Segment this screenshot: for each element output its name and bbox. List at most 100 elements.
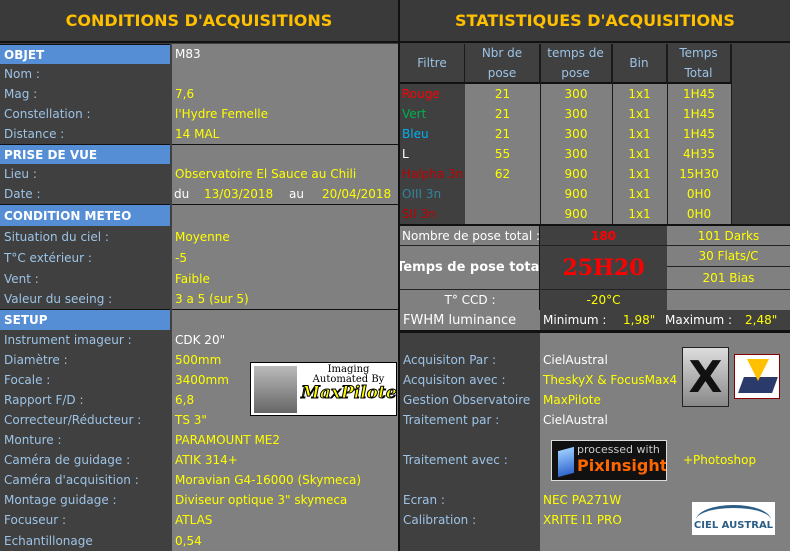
filter-count [465,204,540,224]
field-value: Diviseur optique 3" skymeca [175,493,348,507]
column-header: temps de pose [540,44,612,84]
field-label: Caméra de guidage : [4,453,131,467]
info-value: CielAustral [543,413,608,427]
filter-name: OIII 3n [402,187,442,201]
logo-text: CIEL AUSTRAL [693,520,774,531]
divider [398,0,400,551]
logo-line1: processed with [577,443,660,456]
telescope-photo [254,366,297,413]
date-au: au [289,187,304,201]
date-start: 13/03/2018 [204,187,274,201]
darks: 101 Darks [667,226,790,246]
field-value: TS 3" [175,413,207,427]
column-divider [731,44,732,224]
fwhm-min: 1,98" [623,313,656,327]
field-label: Rapport F/D : [4,393,84,407]
filter-count: 55 [494,147,511,161]
field-label: Constellation : [4,107,91,121]
section-header: CONDITION METEO [0,204,170,226]
pixinsight-logo: processed with PixInsight [551,440,667,481]
field-label: Nom : [4,67,40,81]
filter-bin: 1x1 [628,87,651,101]
column-header: Bin [612,44,667,84]
filter-name: Vert [402,107,427,121]
focusmax-icon [734,354,780,399]
column-header-line: pose [561,66,590,80]
flats: 30 Flats/C [667,246,790,267]
section-header: PRISE DE VUE [0,144,170,164]
column-header-line: temps de [547,46,604,60]
logo-line2: Automated By [312,374,385,385]
field-label: Montage guidage : [4,493,117,507]
empty-cell [667,290,790,310]
info-label: Gestion Observatoire [403,393,531,407]
field-label: Distance : [4,127,65,141]
filter-count: 21 [494,87,511,101]
separator [172,144,398,145]
info-value: CielAustral [543,353,608,367]
fwhm-label: FWHM luminance [400,310,540,330]
field-label: Situation du ciel : [4,229,109,244]
date-du: du [174,187,190,201]
fwhm-max: 2,48" [745,313,778,327]
filter-exposure: 300 [564,147,588,161]
field-label: Correcteur/Réducteur : [4,413,142,427]
field-label: Date : [4,187,41,201]
cielaustral-logo: CIEL AUSTRAL [692,502,775,535]
value-column [172,44,398,551]
column-header: Nbr de pose [465,44,540,84]
field-value: 500mm [175,353,222,367]
info-value: XRITE I1 PRO [543,513,622,527]
info-value: NEC PA271W [543,493,622,507]
filter-total: 0H0 [686,187,712,201]
field-label: T°C extérieur : [4,250,92,265]
filter-total: 4H35 [683,147,715,161]
total-count-label: Nombre de pose total : [400,226,540,246]
field-value: ATLAS [175,513,213,527]
separator [172,309,398,310]
field-label: Focuseur : [4,513,67,527]
column-header-line: Bin [629,56,649,70]
field-value: 7,6 [175,87,195,101]
filter-name: Bleu [402,127,429,141]
filter-count [465,184,540,204]
field-value: 14 MAL [175,127,220,141]
field-value: 3 a 5 (sur 5) [175,292,249,306]
field-label: Echantillonage [4,533,93,548]
field-label: Lieu : [4,167,37,181]
field-value: -5 [175,250,187,265]
column-header: Filtre [400,44,465,84]
filter-name: L [402,147,409,161]
filter-total: 1H45 [683,87,715,101]
field-value: M83 [175,47,201,61]
separator [172,204,398,205]
filter-count: 21 [494,107,511,121]
bias: 201 Bias [667,267,790,290]
column-header-line: pose [487,66,517,80]
filter-count: 62 [494,167,511,181]
fwhm-min-label: Minimum : [543,313,607,327]
logo-brand: MaxPilote [301,383,397,403]
filter-exposure: 300 [564,107,588,121]
info-value: +Photoshop [683,453,757,467]
filter-bin: 1x1 [628,127,651,141]
filter-count: 21 [494,127,511,141]
field-label: Instrument imageur : [4,333,132,347]
section-header: SETUP [0,309,170,330]
field-label: Mag : [4,87,38,101]
total-time: 25H20 [540,246,667,290]
column-divider [612,44,613,224]
field-value: PARAMOUNT ME2 [175,433,281,447]
total-time-label: Temps de pose total [400,246,540,290]
filter-total: 15H30 [679,167,719,181]
left-title: CONDITIONS D'ACQUISITIONS [0,0,398,43]
logo-brand: PixInsight [577,456,667,475]
separator [400,330,790,333]
fwhm-max-label: Maximum : [665,313,732,327]
filter-bin: 1x1 [628,207,651,221]
column-header-line: Nbr de [481,46,523,60]
column-header-line: Total [684,66,713,80]
date-end: 20/04/2018 [322,187,392,201]
filter-exposure: 900 [564,167,588,181]
field-value: CDK 20" [175,333,226,347]
